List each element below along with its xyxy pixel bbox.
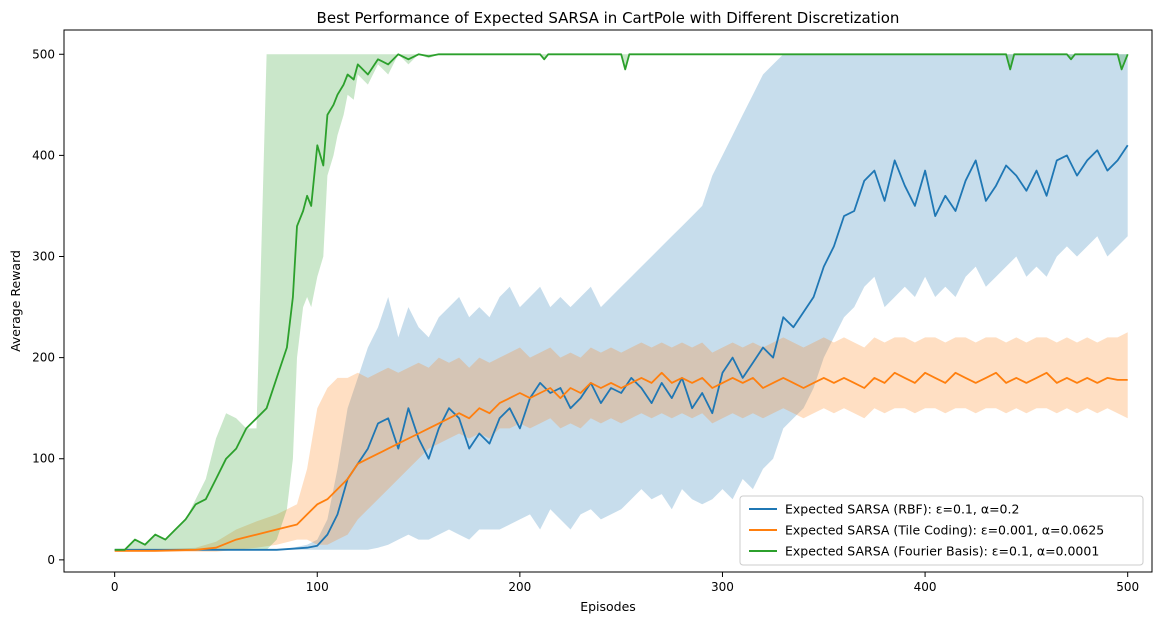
y-tick-label-4: 400 [32, 148, 55, 162]
y-tick-label-2: 200 [32, 351, 55, 365]
legend-box [739, 495, 1144, 566]
series-band-1 [114, 332, 1128, 552]
series-line-0 [114, 144, 1129, 551]
legend: Expected SARSA (RBF): ε=0.1, α=0.2 Expect… [739, 495, 1144, 566]
y-axis-label: Average Reward [8, 250, 23, 352]
chart-title: Best Performance of Expected SARSA in Ca… [317, 9, 900, 27]
series-line-1 [114, 371, 1128, 552]
legend-label-2: Expected SARSA (Fourier Basis): ε=0.1, α… [785, 544, 1099, 559]
x-axis-label: Episodes [580, 599, 636, 614]
x-axis-ticks: 0 100 200 300 400 500 [111, 572, 1139, 594]
y-tick-label-0: 0 [47, 553, 55, 567]
plot-frame [63, 29, 1153, 573]
x-tick-label-3: 300 [711, 580, 734, 594]
x-tick-label-1: 100 [306, 580, 329, 594]
y-tick-label-5: 500 [32, 47, 55, 61]
series-lines [114, 53, 1129, 552]
series-line-2 [114, 53, 1129, 551]
x-tick-label-0: 0 [111, 580, 119, 594]
x-tick-label-2: 200 [508, 580, 531, 594]
y-axis-ticks: 0 100 200 300 400 500 [32, 47, 64, 567]
legend-label-1: Expected SARSA (Tile Coding): ε=0.001, α… [785, 523, 1104, 538]
confidence-bands [114, 54, 1128, 552]
legend-label-0: Expected SARSA (RBF): ε=0.1, α=0.2 [785, 502, 1019, 517]
series-band-2 [114, 54, 1128, 550]
series-band-0 [114, 54, 1128, 550]
y-tick-label-1: 100 [32, 452, 55, 466]
x-tick-label-4: 400 [914, 580, 937, 594]
y-tick-label-3: 300 [32, 250, 55, 264]
x-tick-label-5: 500 [1116, 580, 1139, 594]
